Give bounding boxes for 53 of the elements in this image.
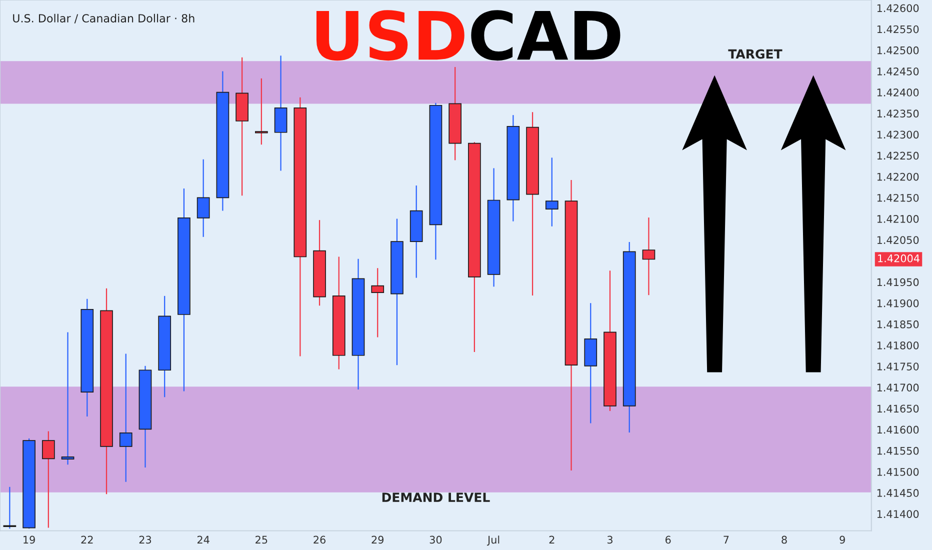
candlestick <box>255 78 268 146</box>
x-tick-label: 29 <box>372 536 384 544</box>
y-tick-label: 1.42300 <box>877 130 919 139</box>
band-label: TARGET <box>728 49 782 59</box>
text: U.S. Dollar / Canadian Dollar · 8h <box>13 14 194 24</box>
y-tick-label: 1.42500 <box>877 46 919 54</box>
y-tick-label: 1.42050 <box>877 236 919 244</box>
x-tick-label: 30 <box>430 536 442 544</box>
x-tick-label: 26 <box>314 536 326 544</box>
x-tick-label: 19 <box>24 536 35 544</box>
candlestick <box>642 216 656 296</box>
x-tick-label: 3 <box>607 536 612 544</box>
x-tick-label: 7 <box>724 536 729 544</box>
y-tick-label: 1.42450 <box>877 67 919 76</box>
text: 1.42004 <box>878 254 920 262</box>
y-tick-label: 1.42350 <box>877 110 919 118</box>
y-tick-label: 1.41950 <box>877 278 919 286</box>
y-tick-label: 1.41500 <box>877 468 919 476</box>
candlestick <box>3 486 16 530</box>
y-tick-label: 1.41700 <box>877 384 919 392</box>
y-tick-label: 1.42550 <box>877 25 919 34</box>
y-tick-label: 1.41850 <box>877 320 919 328</box>
y-tick-label: 1.42150 <box>877 194 919 202</box>
y-tick-label: 1.42600 <box>877 4 919 12</box>
candlestick <box>61 332 74 466</box>
band-label: DEMAND LEVEL <box>382 492 490 502</box>
candlestick <box>545 157 558 227</box>
x-tick-label: Jul <box>486 536 500 546</box>
x-tick-label: 9 <box>840 536 845 544</box>
candlestick <box>371 268 384 338</box>
y-tick-label: 1.41550 <box>877 446 919 455</box>
x-tick-label: 24 <box>197 536 210 544</box>
x-tick-label: 23 <box>139 536 152 544</box>
x-tick-label: 8 <box>782 536 787 544</box>
chart-title: USDCAD <box>316 10 620 61</box>
x-tick-label: 6 <box>666 536 671 544</box>
y-tick-label: 1.42400 <box>877 88 919 96</box>
y-tick-label: 1.41400 <box>877 510 919 518</box>
y-tick-label: 1.41450 <box>877 489 919 497</box>
x-tick-label: 2 <box>549 536 554 544</box>
y-tick-label: 1.41600 <box>877 426 919 434</box>
y-tick-label: 1.41800 <box>877 341 919 350</box>
x-tick-label: 22 <box>81 536 93 544</box>
y-tick-label: 1.41900 <box>877 299 919 308</box>
y-tick-label: 1.42250 <box>877 152 919 160</box>
candlestick <box>119 353 132 482</box>
x-tick-label: 25 <box>256 536 268 544</box>
y-tick-label: 1.41650 <box>877 404 919 413</box>
candlestick <box>42 430 55 528</box>
y-tick-label: 1.41750 <box>877 362 919 370</box>
candlestick <box>196 158 210 238</box>
y-tick-label: 1.42100 <box>877 215 919 223</box>
y-tick-label: 1.42200 <box>877 172 919 181</box>
